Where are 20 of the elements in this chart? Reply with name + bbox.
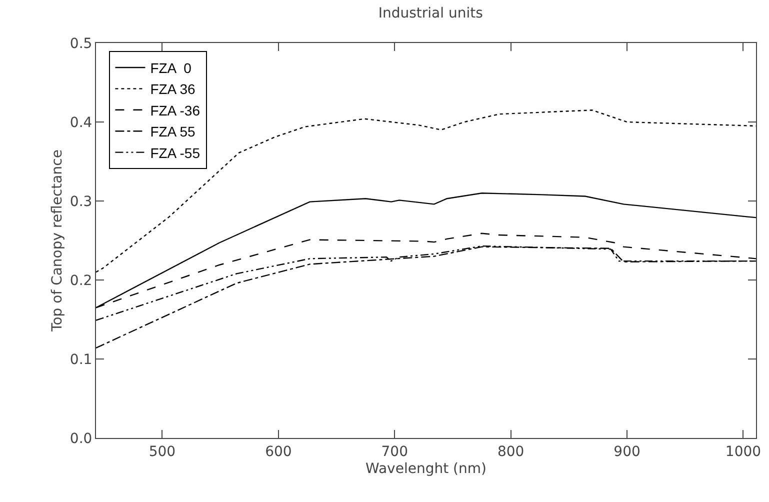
legend-label: FZA -55 <box>150 144 200 161</box>
legend-label: FZA 0 <box>150 60 192 76</box>
legend-label: FZA -36 <box>150 102 200 118</box>
x-tick-label: 800 <box>497 444 524 460</box>
legend-label: FZA 36 <box>150 81 196 98</box>
x-tick-label: 1000 <box>725 444 762 460</box>
x-tick-label: 600 <box>265 444 292 460</box>
y-tick-label: 0.5 <box>70 36 92 52</box>
x-tick-label: 500 <box>148 444 176 460</box>
y-tick-label: 0.1 <box>70 352 92 368</box>
chart-title: Industrial units <box>378 5 483 22</box>
legend-label: FZA 55 <box>150 124 196 140</box>
y-axis-title: Top of Canopy reflectance <box>50 150 66 332</box>
y-tick-label: 0.2 <box>70 272 92 289</box>
x-axis-title: Wavelenght (nm) <box>366 461 486 478</box>
x-tick-label: 900 <box>614 444 640 460</box>
y-tick-label: 0.4 <box>70 114 92 131</box>
x-tick-label: 700 <box>381 444 408 460</box>
y-tick-label: 0.0 <box>70 430 92 447</box>
y-tick-label: 0.3 <box>70 194 92 210</box>
